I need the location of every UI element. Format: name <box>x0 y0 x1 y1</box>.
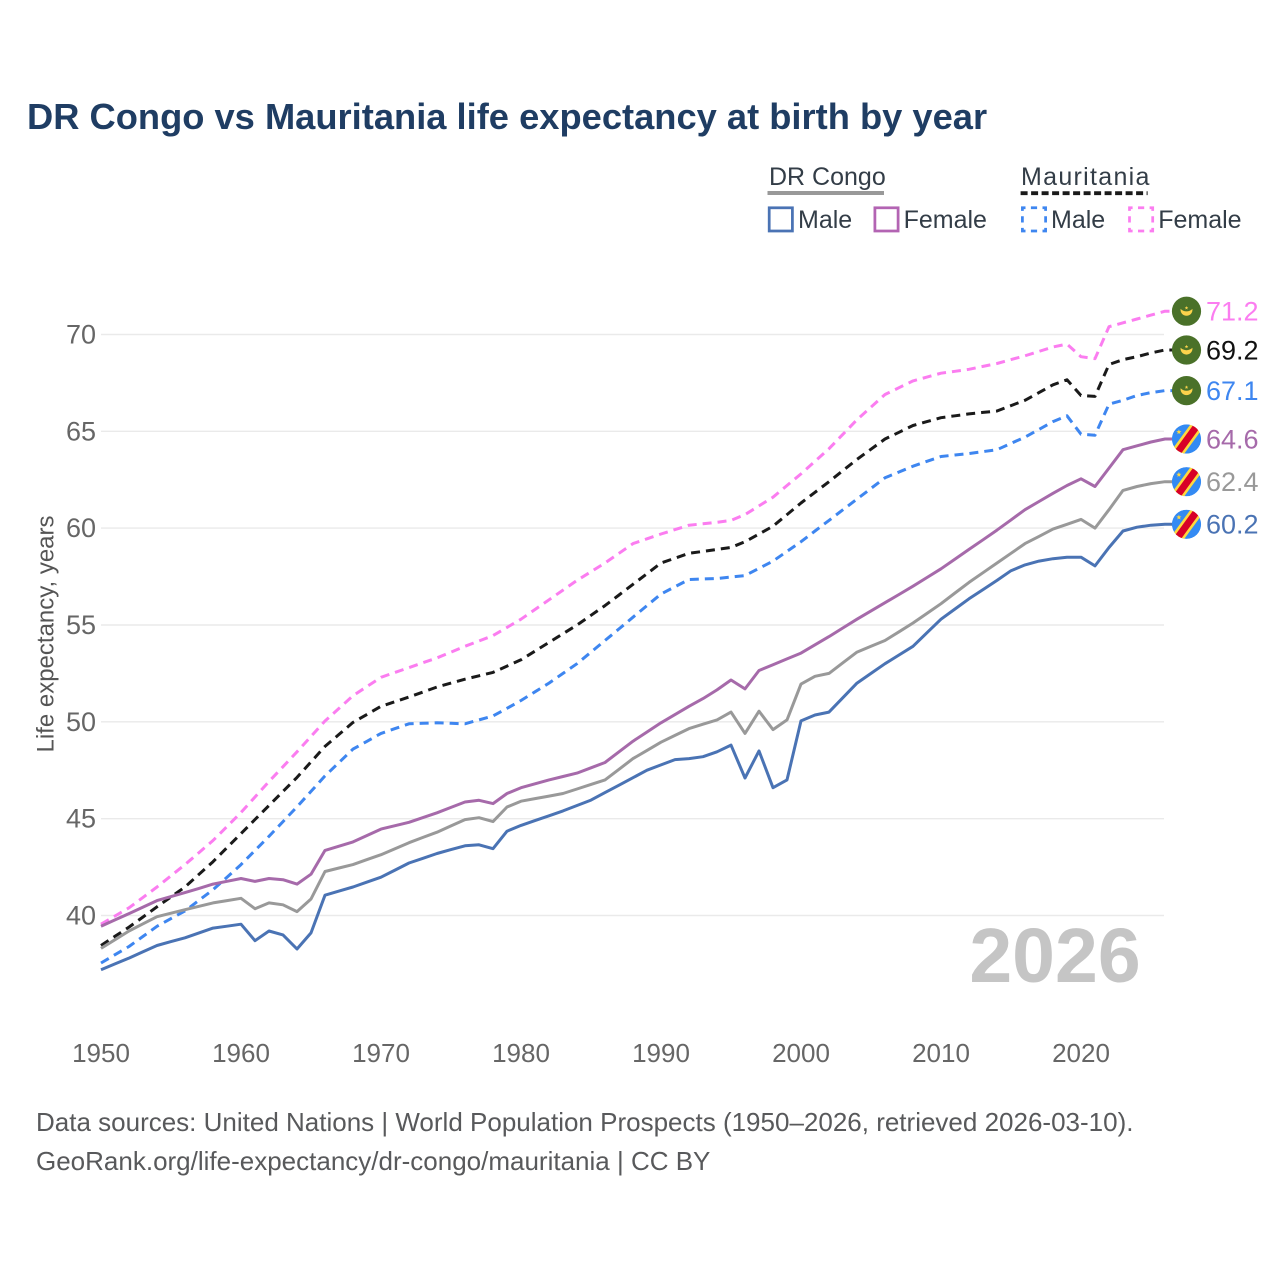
svg-text:Life expectancy, years: Life expectancy, years <box>33 515 60 752</box>
svg-text:Male: Male <box>798 206 852 234</box>
svg-text:1950: 1950 <box>72 1038 130 1068</box>
svg-text:Data sources: United Nations |: Data sources: United Nations | World Pop… <box>36 1107 1133 1137</box>
svg-text:62.4: 62.4 <box>1206 467 1259 497</box>
svg-text:1990: 1990 <box>632 1038 690 1068</box>
svg-text:DR Congo vs Mauritania life ex: DR Congo vs Mauritania life expectancy a… <box>27 96 987 137</box>
svg-text:50: 50 <box>66 707 96 737</box>
svg-text:71.2: 71.2 <box>1206 297 1259 327</box>
svg-text:60.2: 60.2 <box>1206 510 1259 540</box>
svg-text:1980: 1980 <box>492 1038 550 1068</box>
svg-text:Female: Female <box>904 206 987 234</box>
svg-text:2000: 2000 <box>772 1038 830 1068</box>
svg-text:40: 40 <box>66 901 96 931</box>
svg-text:2026: 2026 <box>969 913 1140 999</box>
svg-text:64.6: 64.6 <box>1206 424 1259 454</box>
svg-text:DR Congo: DR Congo <box>769 163 886 191</box>
svg-text:GeoRank.org/life-expectancy/dr: GeoRank.org/life-expectancy/dr-congo/mau… <box>36 1146 710 1176</box>
svg-text:67.1: 67.1 <box>1206 376 1259 406</box>
svg-text:1960: 1960 <box>212 1038 270 1068</box>
svg-text:45: 45 <box>66 804 96 834</box>
svg-text:Mauritania: Mauritania <box>1021 163 1151 191</box>
svg-text:Male: Male <box>1051 206 1105 234</box>
svg-text:55: 55 <box>66 610 96 640</box>
svg-text:Female: Female <box>1158 206 1241 234</box>
svg-text:70: 70 <box>66 320 96 350</box>
svg-text:2010: 2010 <box>912 1038 970 1068</box>
svg-text:65: 65 <box>66 416 96 446</box>
svg-text:2020: 2020 <box>1052 1038 1110 1068</box>
svg-text:1970: 1970 <box>352 1038 410 1068</box>
svg-text:60: 60 <box>66 513 96 543</box>
svg-text:69.2: 69.2 <box>1206 335 1259 365</box>
